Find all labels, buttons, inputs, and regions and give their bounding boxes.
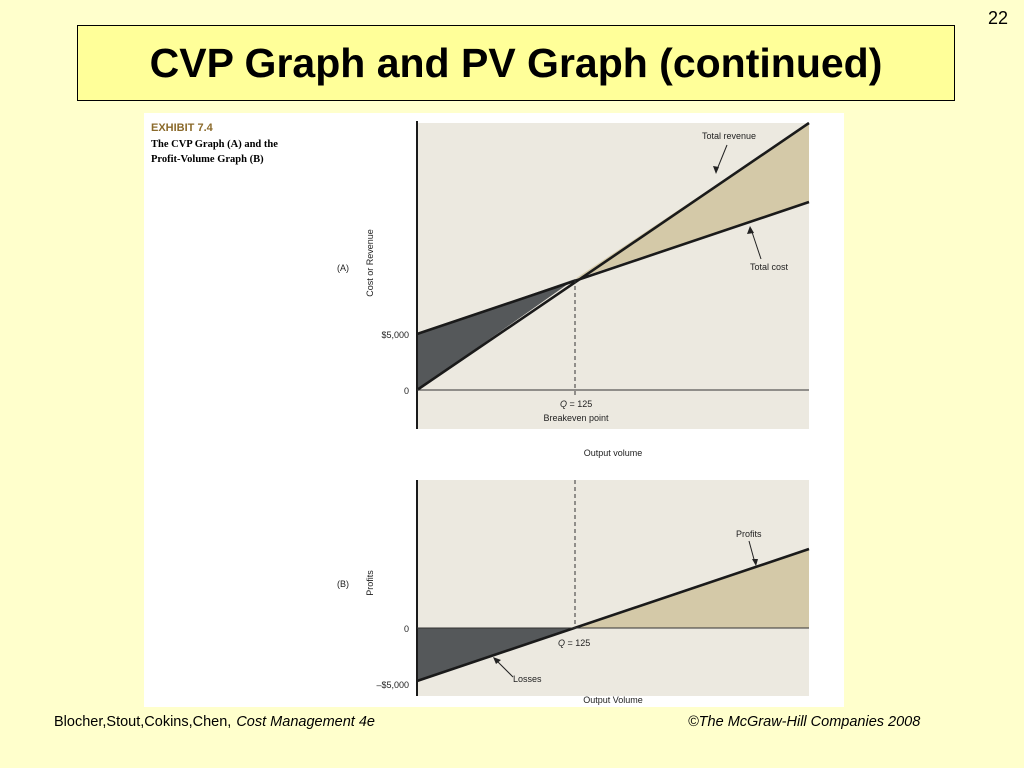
- exhibit-figure: EXHIBIT 7.4 The CVP Graph (A) and the Pr…: [144, 113, 844, 707]
- exhibit-caption-line2: Profit-Volume Graph (B): [151, 154, 264, 165]
- graph-a-x-axis-label: Output volume: [584, 448, 643, 458]
- graph-a-breakeven-label: Breakeven point: [543, 413, 609, 423]
- total-cost-line: [416, 200, 810, 336]
- footer-book: Cost Management 4e: [236, 714, 375, 730]
- total-cost-arrowhead: [747, 226, 754, 234]
- graph-b-q-label: Q = 125: [558, 638, 590, 648]
- graph-a-tick-0: 0: [404, 386, 409, 396]
- exhibit-svg: EXHIBIT 7.4 The CVP Graph (A) and the Pr…: [151, 121, 810, 705]
- total-cost-pointer: [750, 228, 762, 260]
- losses-pointer: [495, 659, 514, 678]
- total-revenue-label: Total revenue: [702, 131, 756, 141]
- losses-label: Losses: [513, 674, 542, 684]
- footer-citation: Blocher,Stout,Cokins,Chen, Cost Managemen…: [54, 714, 375, 730]
- losses-arrowhead: [493, 657, 501, 664]
- total-revenue-arrowhead: [713, 166, 719, 174]
- exhibit-label: EXHIBIT 7.4: [151, 122, 214, 134]
- graph-b-y-axis-label: Profits: [365, 570, 375, 596]
- graph-b-panel-label: (B): [337, 579, 349, 589]
- graph-b-tick-0: 0: [404, 624, 409, 634]
- graph-a-panel-label: (A): [337, 263, 349, 273]
- footer-authors: Blocher,Stout,Cokins,Chen,: [54, 714, 232, 730]
- profits-arrowhead: [752, 559, 758, 566]
- profits-label: Profits: [736, 529, 762, 539]
- graph-b-tick-neg5000: –$5,000: [376, 680, 409, 690]
- slide-title: CVP Graph and PV Graph (continued): [149, 39, 883, 86]
- graph-a-y-axis-label: Cost or Revenue: [365, 229, 375, 297]
- total-cost-label: Total cost: [750, 262, 789, 272]
- footer-copyright: ©The McGraw-Hill Companies 2008: [688, 714, 921, 730]
- graph-a-tick-5000: $5,000: [381, 330, 409, 340]
- graph-b-x-axis-label: Output Volume: [583, 695, 643, 705]
- total-revenue-line: [416, 121, 810, 392]
- exhibit-caption-line1: The CVP Graph (A) and the: [151, 139, 278, 150]
- title-box: CVP Graph and PV Graph (continued): [77, 25, 955, 101]
- slide-number: 22: [987, 8, 1008, 28]
- graph-a-q-label: Q = 125: [560, 399, 592, 409]
- profit-line: [416, 547, 810, 683]
